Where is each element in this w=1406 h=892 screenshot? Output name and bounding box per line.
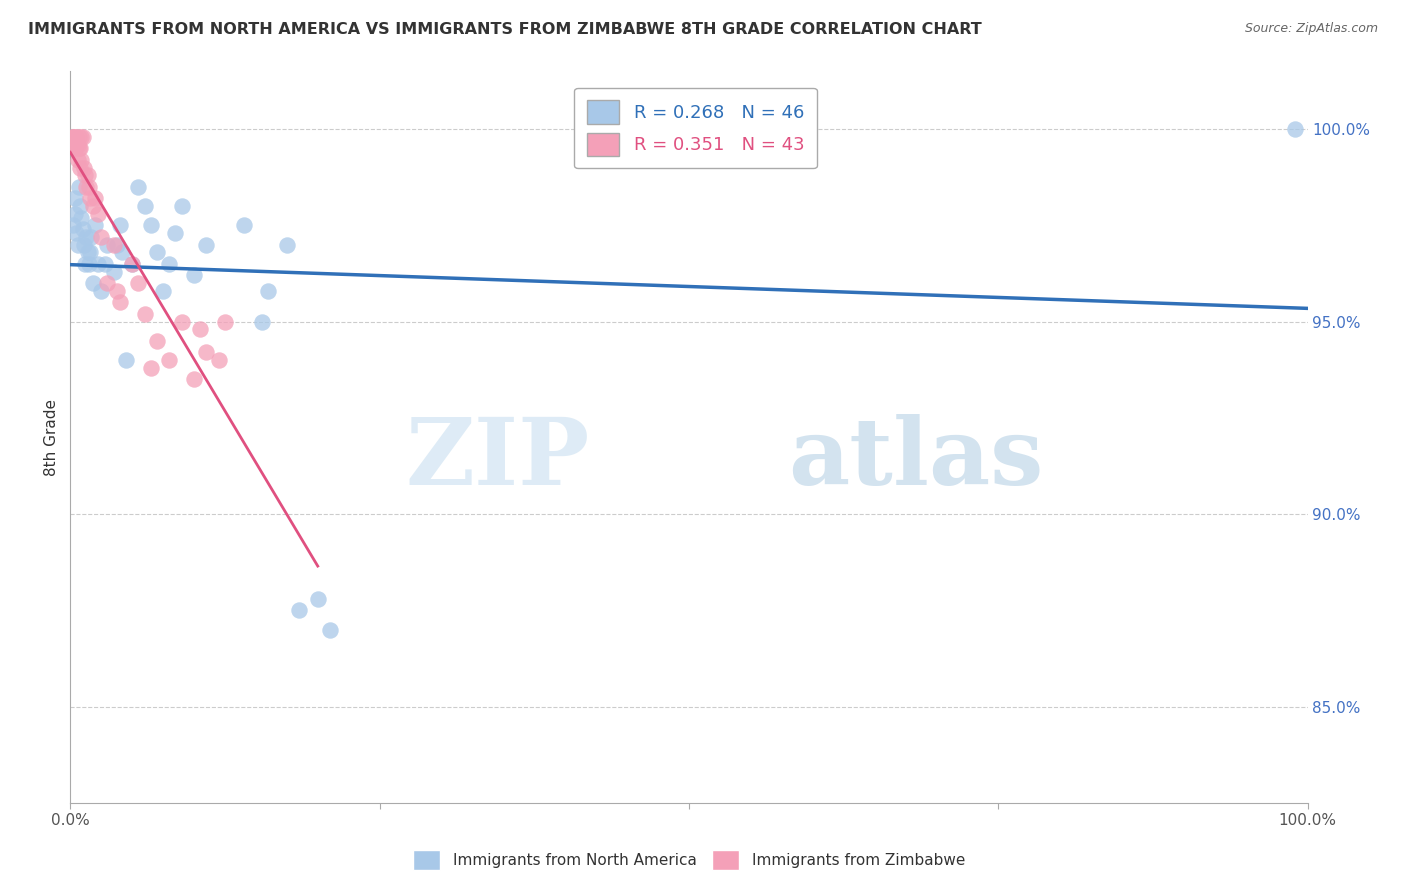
Point: [111, 245, 134, 260]
Point: [84, 219, 107, 233]
Point: [65, 141, 87, 155]
Point: [103, 264, 125, 278]
Point: [65, 226, 87, 240]
Point: [188, 322, 211, 336]
Text: IMMIGRANTS FROM NORTH AMERICA VS IMMIGRANTS FROM ZIMBABWE 8TH GRADE CORRELATION : IMMIGRANTS FROM NORTH AMERICA VS IMMIGRA…: [28, 22, 981, 37]
Point: [195, 237, 218, 252]
Point: [63, 129, 86, 144]
Point: [121, 257, 143, 271]
Point: [82, 276, 104, 290]
Point: [66, 153, 89, 167]
Point: [65, 129, 87, 144]
Point: [146, 334, 169, 348]
Point: [127, 276, 149, 290]
Point: [115, 353, 138, 368]
Point: [214, 315, 236, 329]
Point: [65, 137, 87, 152]
Point: [170, 315, 193, 329]
Point: [183, 268, 205, 283]
Point: [288, 603, 311, 617]
Point: [139, 360, 162, 375]
Point: [80, 230, 103, 244]
Point: [108, 295, 131, 310]
Point: [183, 372, 205, 386]
Point: [72, 129, 94, 144]
Point: [208, 353, 231, 368]
Point: [86, 257, 108, 271]
Point: [62, 219, 84, 233]
Point: [70, 211, 93, 225]
Point: [62, 129, 84, 144]
Point: [84, 191, 107, 205]
Point: [76, 169, 98, 183]
Point: [165, 226, 187, 240]
Point: [63, 137, 86, 152]
Point: [86, 207, 108, 221]
Point: [66, 237, 89, 252]
Point: [69, 199, 91, 213]
Point: [1284, 122, 1306, 136]
Point: [134, 199, 156, 213]
Point: [65, 191, 87, 205]
Point: [65, 129, 87, 144]
Point: [60, 129, 83, 144]
Point: [146, 245, 169, 260]
Point: [121, 257, 143, 271]
Point: [75, 257, 97, 271]
Text: Source: ZipAtlas.com: Source: ZipAtlas.com: [1244, 22, 1378, 36]
Point: [70, 129, 93, 144]
Point: [65, 207, 87, 221]
Point: [105, 284, 128, 298]
Point: [70, 153, 93, 167]
Point: [152, 284, 174, 298]
Text: ZIP: ZIP: [406, 414, 591, 504]
Point: [276, 237, 298, 252]
Point: [79, 245, 101, 260]
Point: [82, 199, 104, 213]
Point: [73, 237, 96, 252]
Y-axis label: 8th Grade: 8th Grade: [44, 399, 59, 475]
Point: [72, 222, 94, 236]
Point: [157, 257, 180, 271]
Point: [170, 199, 193, 213]
Point: [96, 237, 118, 252]
Point: [232, 219, 254, 233]
Point: [77, 179, 100, 194]
Point: [67, 129, 90, 144]
Point: [73, 161, 96, 175]
Point: [79, 191, 101, 205]
Point: [127, 179, 149, 194]
Point: [77, 257, 100, 271]
Legend: Immigrants from North America, Immigrants from Zimbabwe: Immigrants from North America, Immigrant…: [406, 844, 972, 876]
Point: [250, 315, 273, 329]
Point: [66, 137, 89, 152]
Point: [94, 257, 117, 271]
Point: [75, 179, 97, 194]
Point: [96, 276, 118, 290]
Point: [319, 623, 342, 637]
Point: [67, 179, 90, 194]
Point: [75, 169, 97, 183]
Text: atlas: atlas: [787, 414, 1043, 504]
Point: [195, 345, 218, 359]
Point: [69, 161, 91, 175]
Point: [103, 237, 125, 252]
Point: [67, 141, 90, 155]
Point: [69, 141, 91, 155]
Point: [108, 219, 131, 233]
Point: [307, 591, 329, 606]
Point: [90, 284, 112, 298]
Point: [105, 237, 128, 252]
Point: [134, 307, 156, 321]
Point: [157, 353, 180, 368]
Point: [75, 230, 97, 244]
Point: [76, 245, 98, 260]
Point: [257, 284, 280, 298]
Point: [139, 219, 162, 233]
Point: [90, 230, 112, 244]
